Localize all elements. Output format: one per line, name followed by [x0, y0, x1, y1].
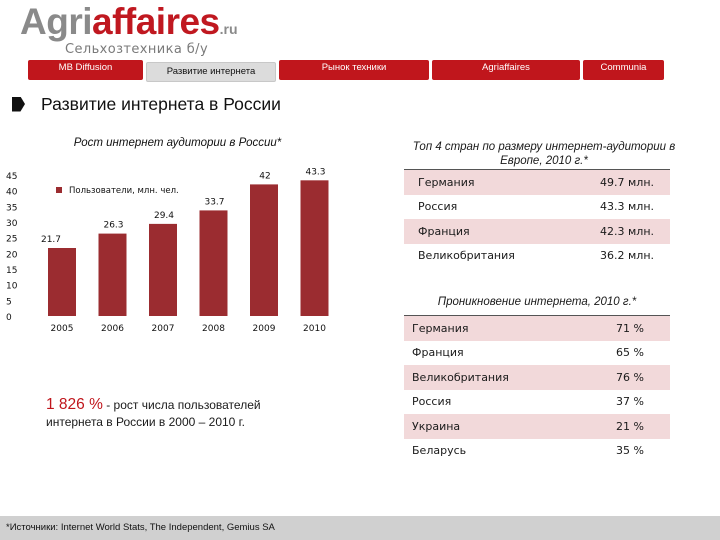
bar-value-label: 21.7 [41, 235, 61, 245]
value-cell: 42.3 млн. [600, 224, 655, 238]
country-cell: Украина [412, 419, 461, 433]
country-cell: Франция [412, 346, 464, 360]
table-row: Германия 49.7 млн. [404, 170, 670, 195]
x-tick-label: 2008 [202, 324, 225, 334]
x-tick-label: 2009 [253, 324, 276, 334]
y-tick-label: 0 [6, 313, 12, 323]
bar-value-label: 33.7 [204, 197, 224, 207]
growth-note: 1 826 % - рост числа пользователей интер… [46, 396, 366, 431]
page-heading: Развитие интернета в России [12, 93, 281, 115]
bullet-arrow-icon [12, 96, 25, 112]
value-cell: 36.2 млн. [600, 249, 655, 263]
legend-label: Пользователи, млн. чел. [69, 186, 179, 196]
table-row: Россия 37 % [404, 390, 670, 415]
x-tick-label: 2005 [51, 324, 74, 334]
value-cell: 43.3 млн. [600, 200, 655, 214]
table-row: Франция 42.3 млн. [404, 219, 670, 244]
value-cell: 71 % [616, 321, 644, 335]
table-row: Великобритания 36.2 млн. [404, 244, 670, 269]
country-cell: Германия [418, 175, 475, 189]
x-tick-label: 2010 [303, 324, 326, 334]
logo-wordmark: Agriaffaires.ru [20, 1, 238, 42]
penetration-table-divider [404, 315, 670, 316]
country-cell: Франция [418, 224, 470, 238]
chart-title: Рост интернет аудитории в России* [73, 137, 282, 149]
x-tick-label: 2007 [152, 324, 175, 334]
chart-bar [48, 248, 76, 316]
value-cell: 49.7 млн. [600, 175, 655, 189]
growth-percent: 1 826 % [46, 396, 103, 413]
legend-swatch [56, 187, 62, 193]
penetration-table-title: Проникновение интернета, 2010 г.* [437, 296, 637, 308]
logo-subtitle: Сельхозтехника б/у [65, 42, 209, 57]
value-cell: 37 % [616, 395, 644, 409]
y-tick-label: 35 [6, 203, 17, 213]
page-title: Развитие интернета в России [41, 93, 281, 114]
penetration-table: Германия 71 % Франция 65 % Великобритания 7… [404, 316, 670, 463]
bar-value-label: 26.3 [103, 221, 123, 231]
y-tick-label: 15 [6, 266, 17, 276]
internet-audience-chart: 0 5 10 15 20 25 30 35 40 45 Пользователи, млн. чел… [6, 167, 329, 334]
country-cell: Россия [412, 395, 452, 409]
bar-value-label: 42 [259, 171, 270, 181]
chart-bar [199, 210, 228, 316]
table-row: Великобритания 76 % [404, 365, 670, 390]
chart-bar [250, 184, 278, 316]
table-row: Франция 65 % [404, 341, 670, 366]
y-tick-label: 40 [6, 188, 18, 198]
x-tick-label: 2006 [101, 324, 124, 334]
table-row: Беларусь 35 % [404, 439, 670, 464]
tab-machinery-market[interactable]: Рынок техники [279, 60, 429, 80]
country-cell: Россия [418, 200, 458, 214]
y-tick-label: 30 [6, 219, 18, 229]
agriaffaires-logo[interactable]: Agriaffaires.ru Сельхозтехника б/у [20, 2, 238, 62]
top4-table: Германия 49.7 млн. Россия 43.3 млн. Франци… [404, 170, 670, 268]
country-cell: Беларусь [412, 444, 467, 458]
y-tick-label: 20 [6, 250, 18, 260]
main-nav: MB Diffusion Развитие интернета Рынок те… [28, 60, 664, 82]
footer-bar: *Источники: Internet World Stats, The In… [0, 516, 720, 540]
country-cell: Великобритания [412, 370, 509, 384]
y-tick-label: 10 [6, 282, 18, 292]
chart-bar [300, 180, 329, 316]
country-cell: Германия [412, 321, 469, 335]
y-tick-label: 45 [6, 172, 17, 182]
top4-table-title: Топ 4 стран по размеру интернет-аудитори… [412, 141, 676, 167]
table-row: Украина 21 % [404, 414, 670, 439]
value-cell: 76 % [616, 370, 644, 384]
tab-communia[interactable]: Communia [583, 60, 664, 80]
chart-bar [98, 233, 127, 316]
table-row: Россия 43.3 млн. [404, 195, 670, 220]
y-tick-label: 5 [6, 297, 12, 307]
tab-mb-diffusion[interactable]: MB Diffusion [28, 60, 143, 80]
growth-text-line2: интернета в России в 2000 – 2010 г. [46, 415, 245, 429]
y-tick-label: 25 [6, 235, 17, 245]
value-cell: 35 % [616, 444, 644, 458]
growth-text: - рост числа пользователей [102, 398, 261, 412]
value-cell: 65 % [616, 346, 644, 360]
tab-internet-development[interactable]: Развитие интернета [146, 62, 276, 82]
value-cell: 21 % [616, 419, 644, 433]
chart-bar [149, 223, 177, 316]
table-row: Германия 71 % [404, 316, 670, 341]
bar-value-label: 43.3 [305, 167, 325, 177]
tab-agriaffaires[interactable]: Agriaffaires [432, 60, 580, 80]
bar-value-label: 29.4 [154, 211, 174, 221]
top4-table-divider [404, 169, 670, 170]
country-cell: Великобритания [418, 249, 515, 263]
sources-note: *Источники: Internet World Stats, The In… [6, 522, 275, 533]
